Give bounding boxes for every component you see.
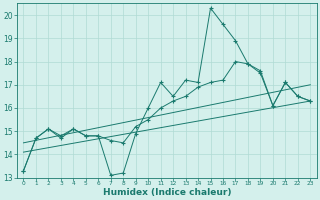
X-axis label: Humidex (Indice chaleur): Humidex (Indice chaleur)	[103, 188, 231, 197]
